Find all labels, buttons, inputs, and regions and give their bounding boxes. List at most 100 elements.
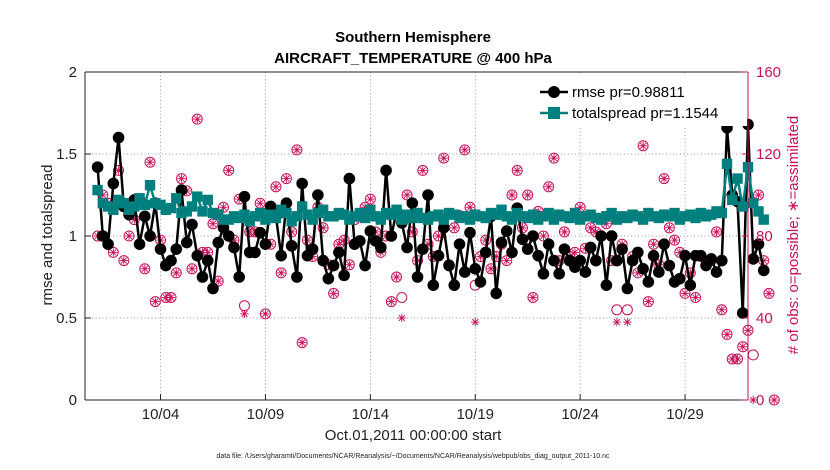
obs-possible-point (637, 140, 649, 152)
rmse-point (747, 253, 760, 265)
totalspread-point (491, 209, 502, 220)
rmse-point (186, 218, 198, 231)
obs-assimilated-point (271, 182, 281, 191)
totalspread-point (375, 214, 387, 225)
rmse-point (632, 246, 644, 259)
rmse-point (133, 238, 146, 250)
rmse-point (637, 263, 649, 275)
totalspread-point (197, 206, 208, 217)
totalspread-point (391, 204, 402, 215)
obs-possible-point (186, 263, 198, 275)
totalspread-point (249, 211, 261, 222)
obs-possible-point (144, 156, 156, 168)
totalspread-point (401, 209, 413, 220)
totalspread-point (412, 207, 423, 219)
rmse-point (458, 266, 471, 278)
totalspread-point (622, 212, 633, 224)
obs-asterisk-stroke (676, 249, 684, 256)
obs-assimilated-point (282, 174, 291, 183)
rmse-point (736, 307, 749, 319)
totalspread-point (359, 212, 371, 224)
rmse-point (91, 161, 104, 173)
rmse-point (222, 230, 235, 242)
totalspread-point (512, 207, 523, 219)
obs-asterisk-stroke (681, 290, 689, 297)
rmse-point (406, 197, 419, 209)
obs-possible-point (438, 152, 450, 164)
obs-possible-point (118, 255, 130, 267)
rmse-point (674, 272, 686, 285)
obs-asterisk-stroke (209, 220, 217, 227)
x-tick-label: 10/29 (666, 406, 704, 423)
obs-assimilated-point (712, 227, 721, 237)
rmse-point (296, 177, 308, 190)
obs-possible-point (176, 173, 188, 185)
rmse-point (757, 264, 770, 277)
obs-possible-point (558, 226, 570, 238)
axes-layer: 10/04 10/09 10/14 10/19 10/24 10/29 0 0.5 1 1.5 2 0… (56, 64, 781, 423)
obs-asterisk-stroke (298, 339, 306, 346)
totalspread-point (721, 158, 733, 170)
totalspread-point (669, 207, 680, 219)
y2-tick-label: 40 (756, 310, 773, 327)
totalspread-point (459, 211, 470, 222)
obs-asterisk-stroke (624, 318, 631, 326)
obs-assimilated-point (193, 114, 202, 124)
obs-assimilated-point (187, 264, 197, 273)
obs-possible-point (752, 189, 764, 201)
totalspread-point (123, 204, 135, 215)
obs-possible-point (270, 181, 282, 193)
obs-assimilated-point (680, 289, 690, 298)
rmse-point (312, 189, 324, 201)
totalspread-point (480, 212, 491, 224)
obs-possible-point (684, 267, 696, 279)
obs-assimilated-point (460, 145, 469, 155)
rmse-point (605, 230, 618, 242)
rmse-point (642, 276, 655, 288)
obs-possible-point (317, 222, 329, 234)
totalspread-point (732, 173, 743, 184)
totalspread-point (407, 212, 418, 224)
y2-tick-label: 0 (756, 392, 764, 409)
obs-assimilated-point (124, 231, 134, 241)
obs-possible-point (170, 267, 182, 279)
totalspread-point (506, 214, 518, 225)
obs-possible-point (721, 328, 733, 340)
obs-asterisk-stroke (755, 191, 762, 199)
obs-possible-point (123, 230, 135, 242)
totalspread-point (254, 207, 266, 219)
rmse-point (196, 271, 209, 283)
obs-assimilated-point (439, 153, 448, 163)
obs-asterisk-stroke (503, 257, 511, 264)
obs-asterisk-stroke (613, 318, 621, 326)
totalspread-point (97, 198, 109, 209)
rmse-point (112, 131, 125, 144)
legend-spread-label: totalspread pr=1.1544 (572, 105, 718, 122)
obs-assimilated-point (754, 190, 763, 200)
obs-assimilated-point (219, 203, 228, 212)
obs-assimilated-point (722, 330, 732, 339)
obs-assimilated-point (166, 293, 176, 302)
rmse-point (175, 184, 188, 196)
obs-asterisk-stroke (450, 224, 458, 232)
totalspread-point (218, 214, 229, 225)
obs-assimilated-point (733, 354, 742, 364)
legend-rmse-label: rmse pr=0.98811 (572, 84, 685, 101)
obs-asterisk-stroke (146, 158, 154, 166)
totalspread-point (150, 198, 161, 209)
totalspread-point (690, 212, 701, 224)
rmse-point (411, 271, 424, 283)
rmse-point (579, 266, 592, 278)
obs-asterisk-stroke (403, 191, 411, 199)
obs-asterisk-stroke (440, 154, 448, 162)
chart-subtitle: AIRCRAFT_TEMPERATURE @ 400 hPa (274, 50, 552, 67)
totalspread-point (317, 204, 329, 215)
obs-asterisk-stroke (545, 183, 552, 191)
y-tick-label: 1 (69, 228, 77, 245)
y-tick-label: 0 (69, 392, 77, 409)
obs-possible-point (396, 292, 408, 303)
rmse-point (354, 235, 366, 247)
totalspread-point (338, 209, 350, 220)
obs-asterisk-stroke (666, 224, 673, 232)
obs-asterisk-stroke (277, 269, 285, 277)
